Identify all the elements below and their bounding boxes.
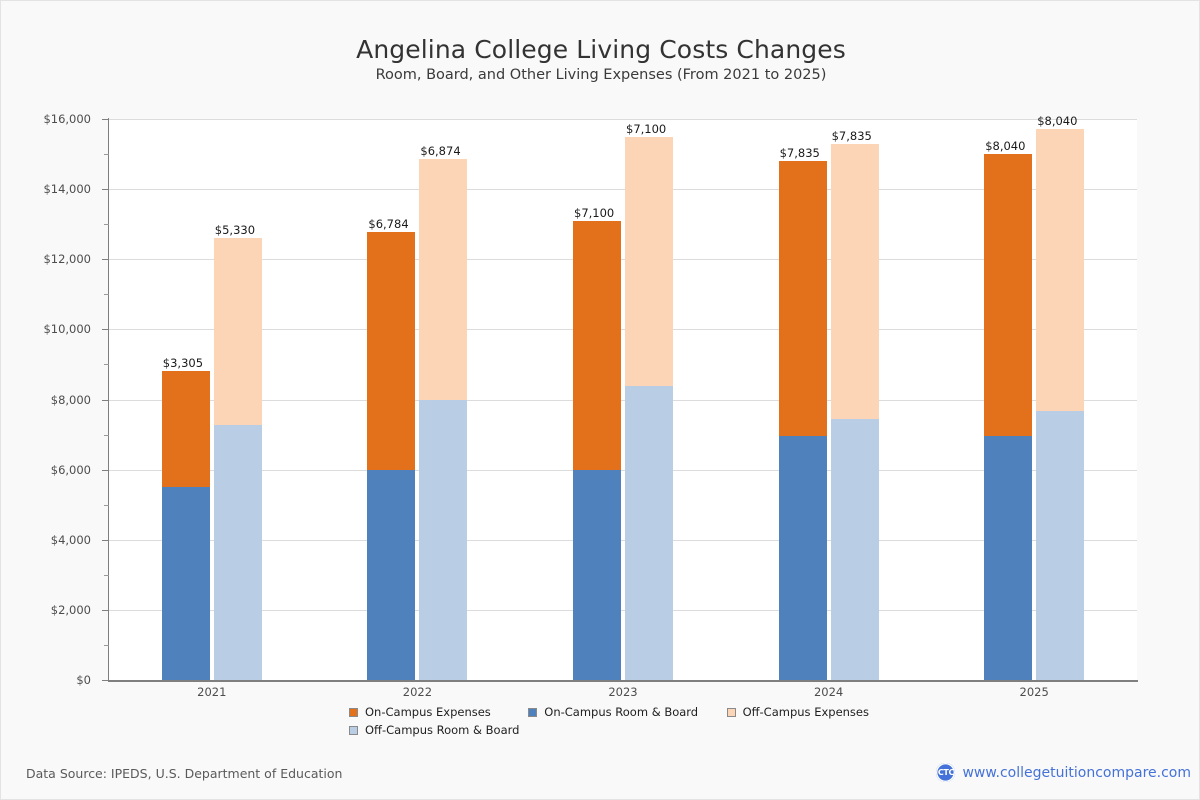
bar-segment[interactable] <box>984 435 1033 680</box>
y-axis-label: $6,000 <box>50 462 91 477</box>
x-axis-label: 2022 <box>402 685 433 699</box>
bar-segment[interactable] <box>419 399 468 680</box>
bar-segment[interactable] <box>161 371 210 488</box>
legend-item[interactable]: On-Campus Expenses <box>349 705 491 719</box>
y-tick-major <box>102 539 109 541</box>
bar-segment[interactable] <box>1036 410 1085 680</box>
bar-value-label: $8,040 <box>1037 114 1078 129</box>
y-axis-label: $0 <box>76 673 91 687</box>
x-axis-label: 2024 <box>813 685 844 699</box>
bar-segment[interactable] <box>213 424 262 680</box>
bar-segment[interactable] <box>984 153 1033 436</box>
gridline <box>109 609 1137 611</box>
bar-value-label: $7,100 <box>626 122 667 137</box>
legend-label: On-Campus Room & Board <box>544 705 699 719</box>
y-axis-label: $10,000 <box>43 322 91 337</box>
y-axis-label: $4,000 <box>50 532 91 547</box>
ctc-logo-icon: CTC <box>936 763 956 782</box>
bar-value-label: $7,100 <box>574 205 615 220</box>
gridline <box>109 399 1137 401</box>
brand-footer[interactable]: CTC www.collegetuitioncompare.com <box>936 763 1191 782</box>
y-axis-label: $12,000 <box>43 252 91 267</box>
y-tick-minor <box>104 154 109 156</box>
y-tick-major <box>102 329 109 331</box>
gridline <box>109 259 1137 261</box>
legend-swatch-icon <box>349 725 358 735</box>
y-tick-major <box>102 680 109 681</box>
gridline <box>109 119 1137 120</box>
y-tick-minor <box>104 644 109 646</box>
y-tick-major <box>102 259 109 261</box>
legend-label: On-Campus Expenses <box>365 705 491 719</box>
y-tick-major <box>102 609 109 611</box>
bar-segment[interactable] <box>573 469 621 680</box>
bar-value-label: $5,330 <box>214 222 256 237</box>
bar-value-label: $8,040 <box>985 138 1026 153</box>
legend-label: Off-Campus Room & Board <box>365 723 520 737</box>
y-tick-minor <box>104 574 109 576</box>
y-tick-major <box>102 189 109 191</box>
brand-url-link[interactable]: www.collegetuitioncompare.com <box>962 764 1191 781</box>
bar-segment[interactable] <box>419 158 468 400</box>
bar-segment[interactable] <box>161 487 210 680</box>
y-tick-minor <box>104 364 109 366</box>
legend-item[interactable]: Off-Campus Expenses <box>726 705 869 719</box>
gridline <box>109 539 1137 541</box>
page-title: Angelina College Living Costs Changes <box>356 35 846 64</box>
bar-value-label: $6,784 <box>368 216 409 231</box>
y-axis-label: $16,000 <box>43 112 91 126</box>
chart-legend: On-Campus Expenses On-Campus Room & Board… <box>349 703 869 739</box>
page-subtitle: Room, Board, and Other Living Expenses (… <box>375 67 827 83</box>
bar-value-label: $7,835 <box>831 128 872 143</box>
x-axis-label: 2021 <box>197 685 227 699</box>
bar-segment[interactable] <box>625 137 673 387</box>
legend-swatch-icon <box>726 707 736 717</box>
plot-area <box>109 119 1137 680</box>
legend-row: On-Campus Expenses On-Campus Room & Board… <box>349 703 869 721</box>
y-axis-label: $14,000 <box>43 182 91 197</box>
bar-segment[interactable] <box>625 386 673 680</box>
bar-segment[interactable] <box>367 231 416 470</box>
data-source-note: Data Source: IPEDS, U.S. Department of E… <box>26 766 343 781</box>
x-axis-line <box>108 680 1138 682</box>
bar-segment[interactable] <box>830 143 879 419</box>
bar-segment[interactable] <box>778 161 827 436</box>
gridline <box>109 189 1137 191</box>
y-tick-minor <box>104 504 109 506</box>
y-tick-minor <box>104 294 109 296</box>
y-tick-major <box>102 469 109 471</box>
x-axis-label: 2025 <box>1019 685 1049 699</box>
legend-label: Off-Campus Expenses <box>742 705 869 719</box>
bar-segment[interactable] <box>1036 129 1085 411</box>
legend-item[interactable]: Off-Campus Room & Board <box>349 723 519 737</box>
bar-segment[interactable] <box>573 220 621 470</box>
bar-value-label: $6,874 <box>420 143 461 158</box>
y-tick-major <box>102 119 109 120</box>
legend-item[interactable]: On-Campus Room & Board <box>528 705 698 719</box>
y-tick-minor <box>104 224 109 226</box>
y-tick-major <box>102 399 109 401</box>
y-axis-label: $8,000 <box>50 392 91 407</box>
legend-row: Off-Campus Room & Board <box>349 721 869 739</box>
bar-segment[interactable] <box>213 237 262 425</box>
y-axis-label: $2,000 <box>50 602 91 617</box>
bar-segment[interactable] <box>367 469 416 680</box>
bar-segment[interactable] <box>778 435 827 680</box>
bar-value-label: $3,305 <box>162 356 204 371</box>
bar-value-label: $7,835 <box>779 146 820 161</box>
legend-swatch-icon <box>528 707 538 717</box>
gridline <box>109 329 1137 331</box>
gridline <box>109 469 1137 471</box>
x-axis-label: 2023 <box>608 685 638 699</box>
legend-swatch-icon <box>349 707 358 717</box>
bar-segment[interactable] <box>830 418 879 680</box>
y-tick-minor <box>104 434 109 436</box>
